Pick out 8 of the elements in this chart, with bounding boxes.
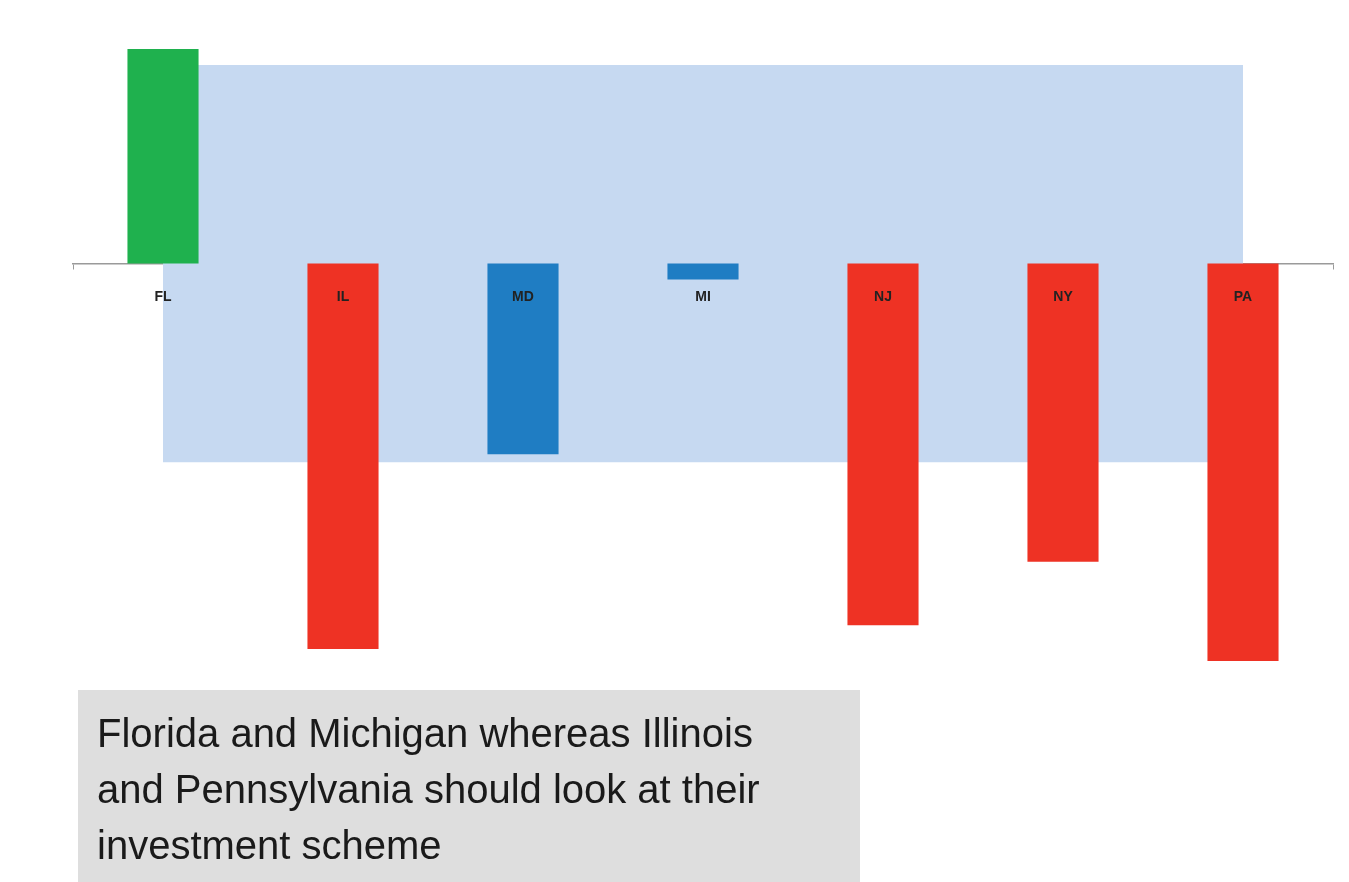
x-tick-label: NY [1053,287,1074,304]
x-tick-label: MI [695,287,711,304]
x-tick-label: MD [512,287,534,304]
x-tick-label: PA [1233,287,1253,304]
text: Florida and Michigan whereas Illinois and Pennsylvania should look at their investment scheme [78,690,860,882]
x-tick-label: FL [154,287,172,304]
x-tick-label: NJ [874,287,892,304]
x-tick-label: IL [336,287,350,304]
